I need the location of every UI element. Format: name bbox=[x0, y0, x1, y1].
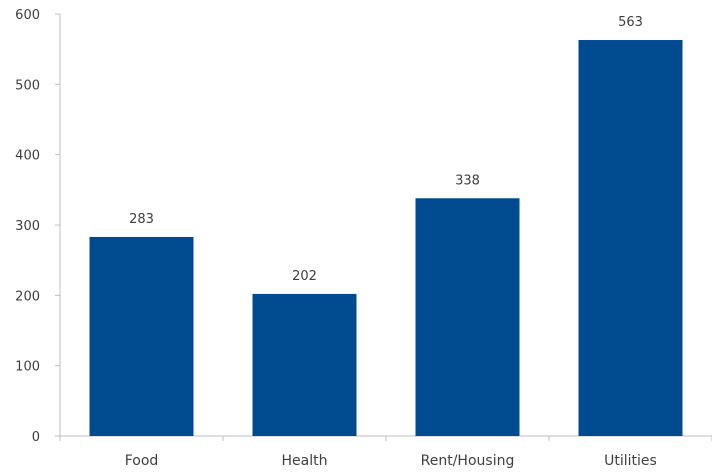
data-label: 283 bbox=[129, 212, 154, 227]
data-label: 563 bbox=[618, 15, 643, 30]
x-tick-label: Health bbox=[282, 453, 328, 469]
y-axis: 0 100 200 300 400 500 600 bbox=[15, 8, 61, 445]
y-tick-label: 600 bbox=[15, 8, 40, 23]
category-labels: Food Health Rent/Housing Utilities bbox=[125, 453, 657, 469]
y-tick-label: 200 bbox=[15, 289, 40, 304]
data-label: 202 bbox=[292, 269, 317, 284]
x-tick-label: Rent/Housing bbox=[421, 453, 515, 469]
x-axis bbox=[59, 435, 712, 441]
y-tick-label: 400 bbox=[15, 149, 40, 164]
bar-food bbox=[89, 236, 194, 436]
y-tick-label: 300 bbox=[15, 219, 40, 234]
bars bbox=[89, 40, 683, 436]
y-tick-label: 0 bbox=[32, 430, 40, 445]
bar-rent-housing bbox=[415, 198, 520, 436]
x-tick-label: Utilities bbox=[604, 453, 657, 469]
data-labels: 283 202 338 563 bbox=[129, 15, 643, 284]
y-tick-label: 100 bbox=[15, 360, 40, 375]
y-tick-label: 500 bbox=[15, 78, 40, 93]
bar-health bbox=[252, 293, 357, 436]
x-tick-label: Food bbox=[125, 453, 159, 469]
bar-utilities bbox=[578, 40, 683, 436]
data-label: 338 bbox=[455, 173, 480, 188]
